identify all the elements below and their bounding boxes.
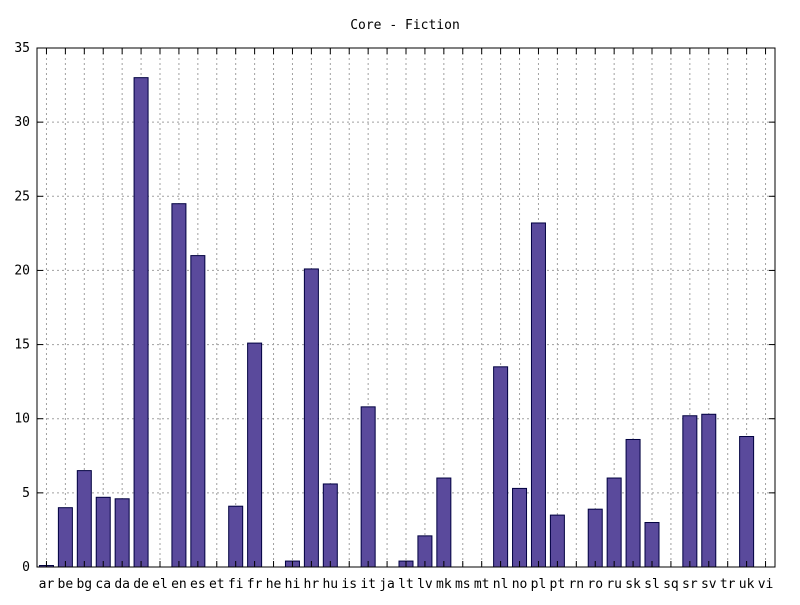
grid-layer xyxy=(37,48,775,567)
bar-de xyxy=(133,77,149,568)
bar-hr xyxy=(303,268,319,568)
bars-layer xyxy=(38,77,755,568)
bar-fi xyxy=(228,505,244,568)
x-tick-label: ca xyxy=(95,577,111,592)
x-tick-label: ru xyxy=(606,577,622,592)
y-tick-label: 20 xyxy=(14,263,30,278)
x-tick-label: ja xyxy=(379,577,395,592)
x-tick-label: sr xyxy=(682,577,698,592)
x-tick-label: be xyxy=(58,577,74,592)
bar-ru xyxy=(606,477,622,568)
bar-pl xyxy=(530,222,546,568)
bar-fr xyxy=(247,342,263,568)
x-tick-label: hr xyxy=(304,577,320,592)
x-tick-label: uk xyxy=(739,577,755,592)
x-tick-label: sq xyxy=(663,577,679,592)
x-tick-label: no xyxy=(512,577,528,592)
x-tick-labels: ar be bg ca da de el en es et fi fr he hi hr hu is it ja lt… xyxy=(39,577,774,592)
x-tick-label: pl xyxy=(531,577,547,592)
bar-uk xyxy=(739,436,755,568)
x-tick-label: it xyxy=(360,577,376,592)
bar-pt xyxy=(549,514,565,568)
x-tick-label: rn xyxy=(568,577,584,592)
x-tick-label: el xyxy=(152,577,168,592)
x-tick-label: fi xyxy=(228,577,244,592)
plot-frame xyxy=(36,47,776,568)
x-tick-label: ro xyxy=(587,577,603,592)
bar-ro xyxy=(587,508,603,568)
x-tick-label: sv xyxy=(701,577,717,592)
bar-sl xyxy=(644,522,660,568)
bar-hu xyxy=(322,483,338,568)
bar-it xyxy=(360,406,376,568)
x-tick-label: en xyxy=(171,577,187,592)
bar-no xyxy=(512,487,528,568)
y-tick-label: 5 xyxy=(22,486,30,501)
y-tick-label: 15 xyxy=(14,338,30,353)
bar-es xyxy=(190,255,206,568)
x-tick-label: bg xyxy=(76,577,92,592)
x-tick-label: lt xyxy=(398,577,414,592)
bar-be xyxy=(57,507,73,568)
x-tick-label: de xyxy=(133,577,149,592)
bar-sv xyxy=(701,413,717,568)
bar-da xyxy=(114,498,130,568)
x-tick-label: ms xyxy=(455,577,471,592)
y-tick-label: 0 xyxy=(22,560,30,575)
bar-en xyxy=(171,203,187,568)
x-tick-label: et xyxy=(209,577,225,592)
x-tick-label: fr xyxy=(247,577,263,592)
y-tick-labels: 0 5 10 15 20 25 30 35 xyxy=(14,41,30,575)
bar-sr xyxy=(682,415,698,568)
x-tick-label: is xyxy=(341,577,357,592)
y-tick-label: 30 xyxy=(14,115,30,130)
axis-layer xyxy=(36,47,776,568)
chart-title: Core - Fiction xyxy=(350,18,460,33)
x-tick-label: vi xyxy=(758,577,774,592)
bar-mk xyxy=(436,477,452,568)
y-tick-label: 10 xyxy=(14,412,30,427)
x-tick-label: mt xyxy=(474,577,490,592)
x-tick-label: mk xyxy=(436,577,452,592)
bar-nl xyxy=(493,366,509,568)
x-tick-label: sl xyxy=(644,577,660,592)
x-tick-label: he xyxy=(266,577,282,592)
x-tick-label: nl xyxy=(493,577,509,592)
x-tick-label: lv xyxy=(417,577,433,592)
y-tick-label: 35 xyxy=(14,41,30,56)
x-tick-label: hi xyxy=(285,577,301,592)
x-tick-label: ar xyxy=(39,577,55,592)
bar-ca xyxy=(95,496,111,568)
x-tick-label: da xyxy=(114,577,130,592)
x-tick-label: sk xyxy=(625,577,641,592)
x-tick-label: hu xyxy=(322,577,338,592)
x-tick-label: es xyxy=(190,577,206,592)
x-tick-label: pt xyxy=(550,577,566,592)
y-tick-label: 25 xyxy=(14,189,30,204)
bar-sk xyxy=(625,438,641,568)
bar-bg xyxy=(76,470,92,568)
x-tick-label: tr xyxy=(720,577,736,592)
